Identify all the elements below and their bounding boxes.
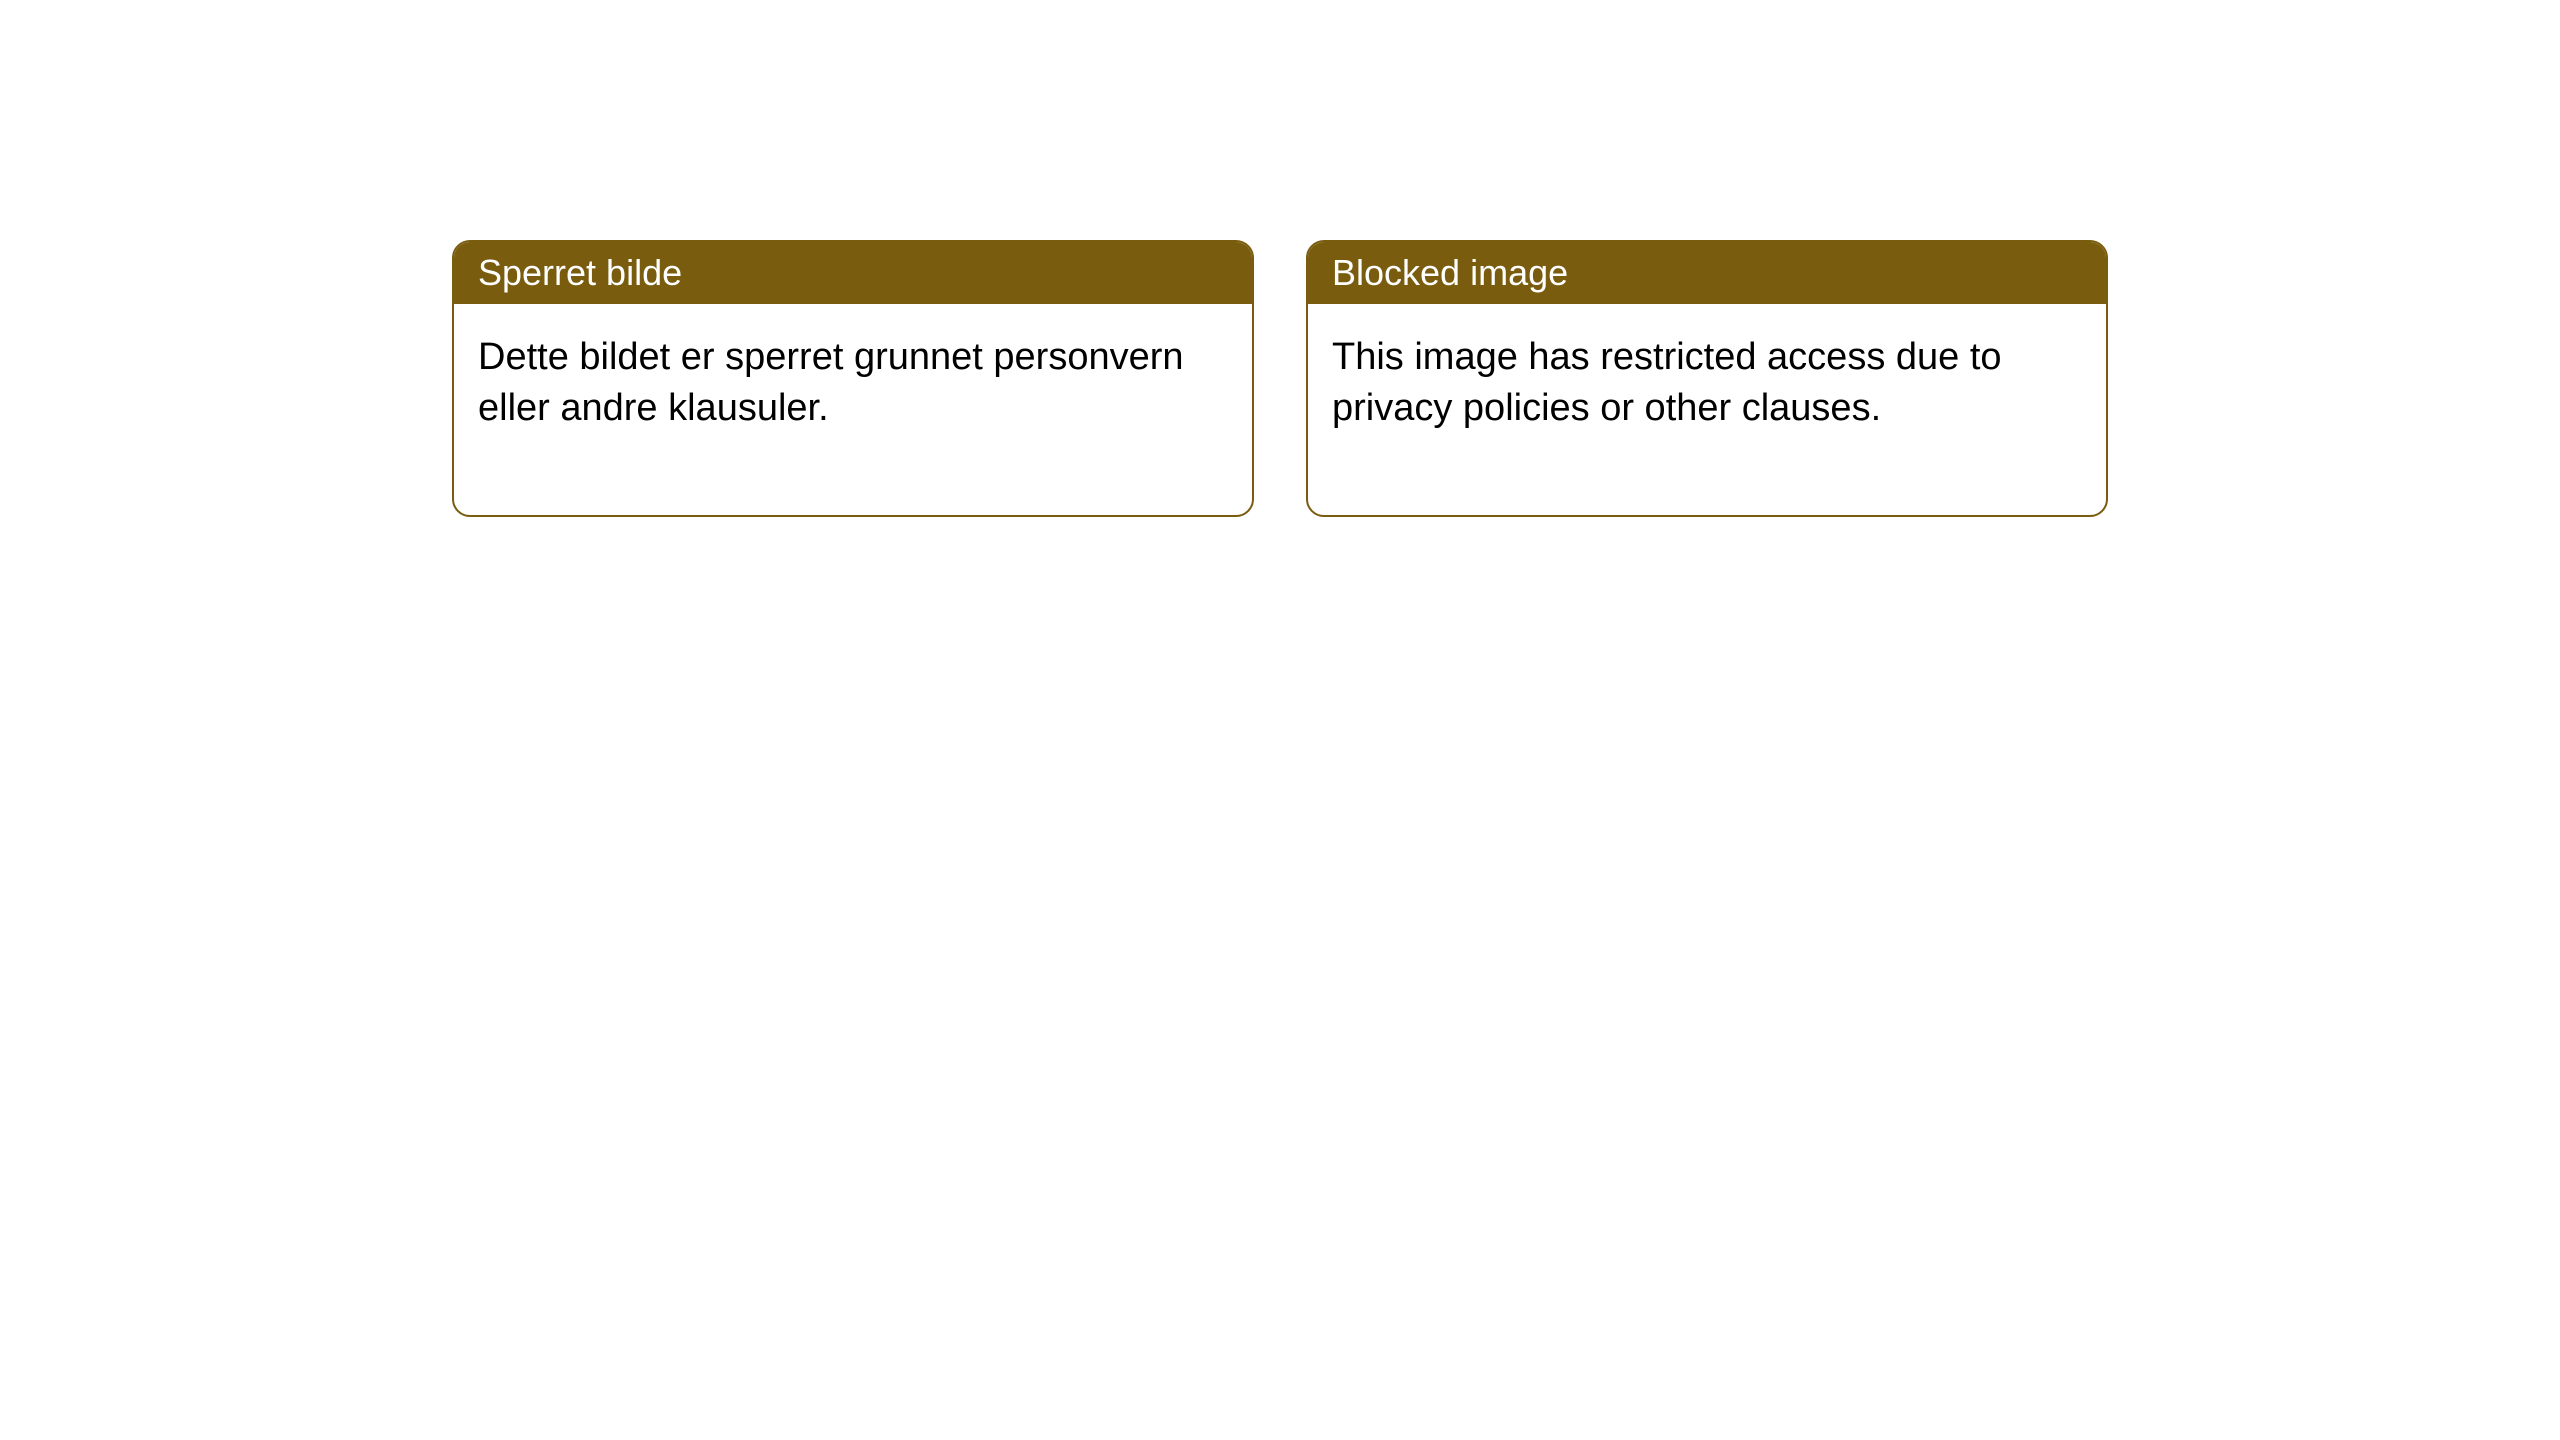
notice-body-text: Dette bildet er sperret grunnet personve… — [454, 304, 1252, 515]
notice-box-english: Blocked image This image has restricted … — [1306, 240, 2108, 517]
notice-title: Sperret bilde — [454, 242, 1252, 304]
notice-body-text: This image has restricted access due to … — [1308, 304, 2106, 515]
notice-title: Blocked image — [1308, 242, 2106, 304]
notice-container: Sperret bilde Dette bildet er sperret gr… — [0, 0, 2560, 517]
notice-box-norwegian: Sperret bilde Dette bildet er sperret gr… — [452, 240, 1254, 517]
